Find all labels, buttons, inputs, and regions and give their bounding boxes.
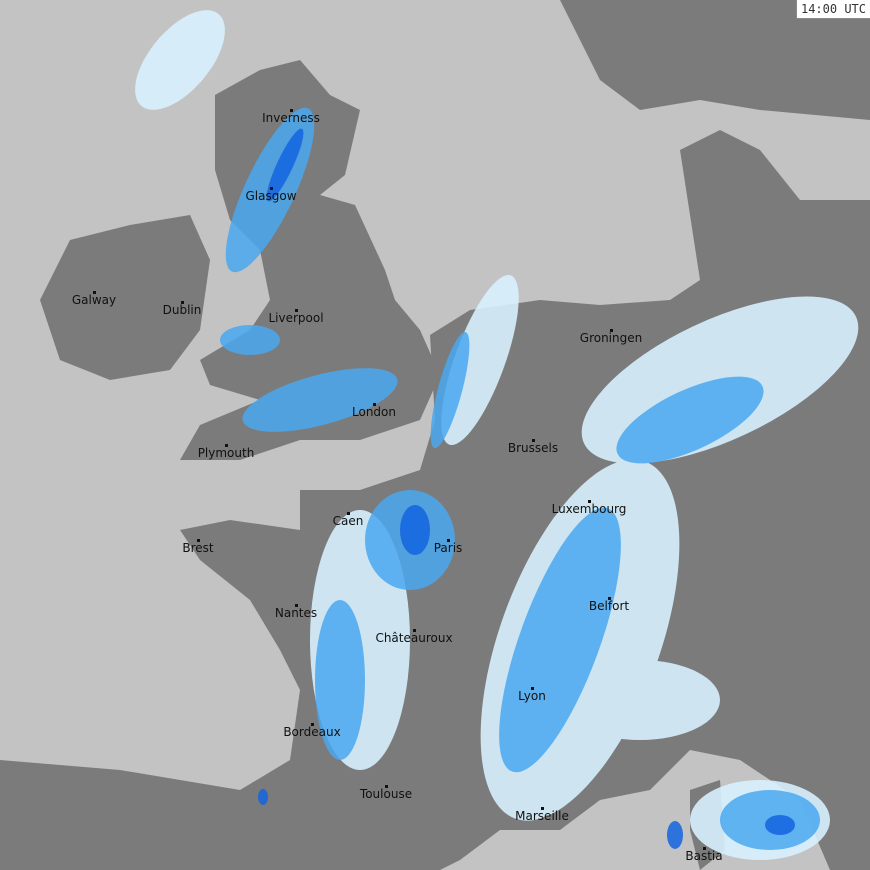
- city-marker: [311, 723, 314, 726]
- city-marker: [181, 301, 184, 304]
- city-marker: [413, 629, 416, 632]
- city-label: Nantes: [274, 606, 318, 620]
- city-label: Lyon: [518, 689, 546, 703]
- city-label: Plymouth: [197, 446, 255, 460]
- city-marker: [373, 403, 376, 406]
- city-marker: [93, 291, 96, 294]
- city-label: Châteauroux: [375, 631, 453, 645]
- city-marker: [347, 512, 350, 515]
- city-label: Bastia: [685, 849, 723, 863]
- city-marker: [290, 109, 293, 112]
- city-label: Paris: [433, 541, 463, 555]
- city-label: Caen: [332, 514, 364, 528]
- city-marker: [385, 785, 388, 788]
- city-label: Brest: [182, 541, 214, 555]
- city-label: Toulouse: [359, 787, 413, 801]
- city-marker: [270, 187, 273, 190]
- timestamp: 14:00 UTC: [795, 0, 870, 19]
- city-label: Luxembourg: [551, 502, 627, 516]
- city-marker: [703, 847, 706, 850]
- city-marker: [197, 539, 200, 542]
- city-marker: [295, 309, 298, 312]
- city-label: Groningen: [579, 331, 643, 345]
- city-label: Brussels: [507, 441, 559, 455]
- city-label: Glasgow: [245, 189, 297, 203]
- city-label: London: [352, 405, 396, 419]
- city-marker: [588, 500, 591, 503]
- city-label: Liverpool: [268, 311, 324, 325]
- city-marker: [447, 539, 450, 542]
- city-marker: [295, 604, 298, 607]
- precipitation: [135, 10, 859, 860]
- city-marker: [531, 687, 534, 690]
- city-marker: [225, 444, 228, 447]
- city-marker: [610, 329, 613, 332]
- city-marker: [541, 807, 544, 810]
- city-label: Marseille: [515, 809, 569, 823]
- city-marker: [608, 597, 611, 600]
- city-label: Inverness: [262, 111, 320, 125]
- city-label: Belfort: [588, 599, 630, 613]
- city-label: Dublin: [162, 303, 202, 317]
- city-label: Galway: [71, 293, 117, 307]
- city-label: Bordeaux: [283, 725, 341, 739]
- city-marker: [532, 439, 535, 442]
